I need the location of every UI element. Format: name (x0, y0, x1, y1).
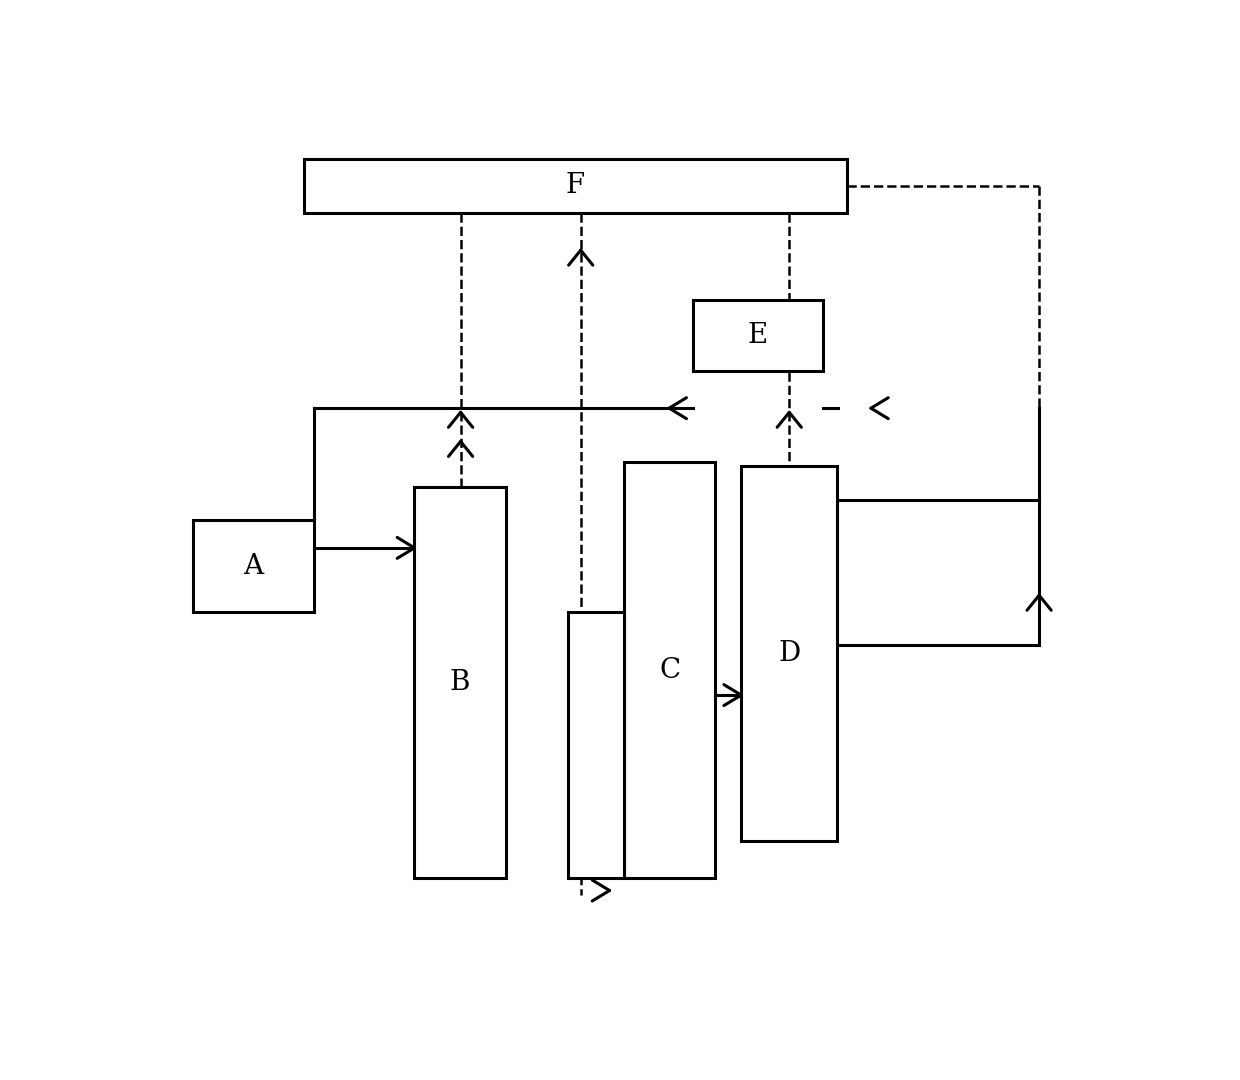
Bar (742, 467, 837, 840)
Text: F: F (565, 172, 585, 199)
Text: C: C (658, 657, 681, 684)
Bar (193, 521, 314, 612)
Bar (693, 300, 823, 370)
Text: B: B (450, 670, 470, 697)
Text: D: D (779, 640, 800, 667)
Text: E: E (748, 322, 768, 349)
Bar (568, 612, 624, 878)
Text: A: A (243, 553, 264, 580)
Bar (304, 159, 847, 213)
Bar (414, 487, 506, 878)
Bar (624, 462, 715, 878)
